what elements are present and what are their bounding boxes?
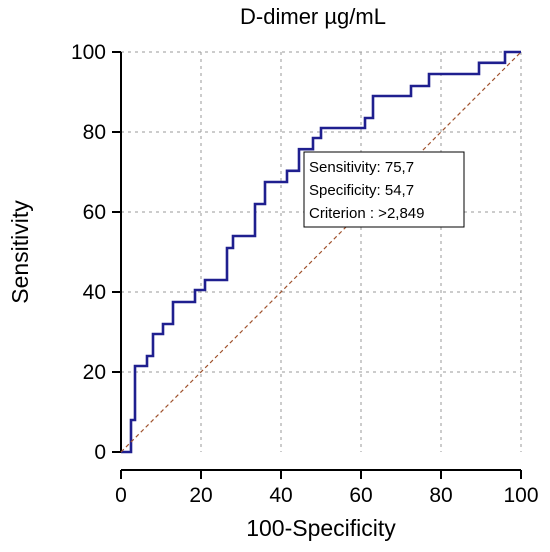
y-axis-title: Sensitivity [7,200,33,304]
y-ticks: 0 20 40 60 80 100 [71,41,121,464]
x-tick-label: 40 [269,484,292,507]
chart-title: D-dimer µg/mL [240,4,386,29]
annotation-line-1: Sensitivity: 75,7 [309,159,414,176]
roc-curve-line [121,50,521,454]
criterion-annotation: Sensitivity: 75,7 Specificity: 54,7 Crit… [303,151,465,228]
y-tick-label: 40 [83,281,106,304]
reference-diagonal-line [120,51,522,453]
x-tick-label: 80 [429,484,452,507]
annotation-line-2: Specificity: 54,7 [309,182,414,199]
series-layer [120,50,522,454]
x-tick-label: 20 [189,484,212,507]
annotation-box [303,151,465,228]
annotation-line-3: Criterion : >2,849 [309,205,424,222]
y-tick-label: 0 [94,441,106,464]
y-tick-label: 80 [83,121,106,144]
y-tick-label: 100 [71,41,106,64]
y-tick-label: 20 [83,361,106,384]
x-tick-label: 100 [503,484,538,507]
x-axis-title: 100-Specificity [246,515,396,541]
x-ticks: 0 20 40 60 80 100 [115,470,539,507]
y-tick-label: 60 [83,201,106,224]
x-tick-label: 0 [115,484,127,507]
x-tick-label: 60 [349,484,372,507]
